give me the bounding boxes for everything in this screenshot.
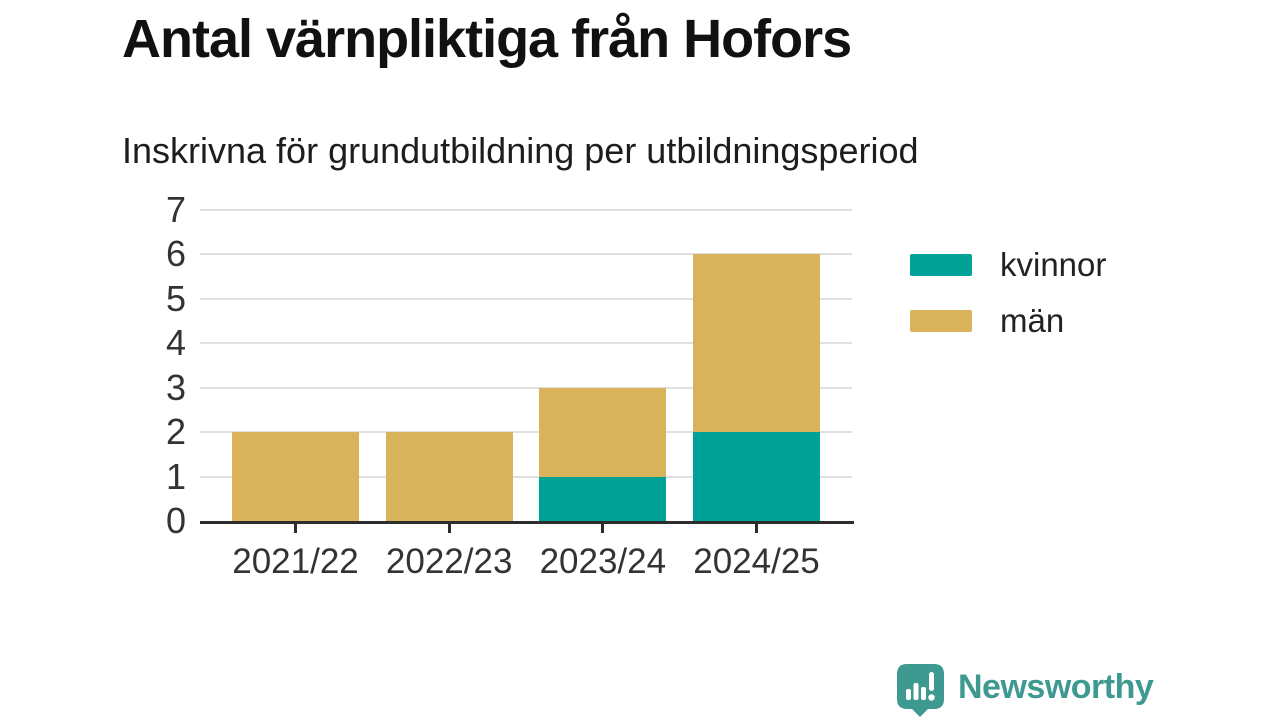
y-axis-label: 3 xyxy=(165,366,186,408)
legend-item: kvinnor xyxy=(910,248,1106,281)
x-axis-label: 2023/24 xyxy=(539,542,667,581)
x-axis-tick xyxy=(755,524,758,533)
bar-segment-kvinnor xyxy=(539,476,667,521)
gridline xyxy=(200,209,852,211)
gridline xyxy=(200,253,852,256)
x-axis-tick xyxy=(601,524,605,533)
bar-segment-män xyxy=(693,254,820,433)
y-axis-label: 1 xyxy=(165,455,186,497)
chart-subtitle: Inskrivna för grundutbildning per utbild… xyxy=(122,130,919,171)
y-axis-label: 6 xyxy=(165,233,186,275)
y-axis-label: 4 xyxy=(165,322,186,364)
gridline xyxy=(200,342,852,345)
legend: kvinnor män xyxy=(910,248,1106,337)
chart-title: Antal värnpliktiga från Hofors xyxy=(122,9,852,69)
x-axis-line xyxy=(200,521,854,524)
legend-label: kvinnor xyxy=(1000,246,1107,283)
legend-item: män xyxy=(910,304,1106,337)
newsworthy-logo-icon xyxy=(897,664,944,717)
bar-segment-män xyxy=(385,432,513,521)
x-axis-label: 2021/22 xyxy=(232,542,359,581)
x-axis-label: 2024/25 xyxy=(693,542,820,581)
brand-name: Newsworthy xyxy=(958,667,1154,706)
bar-segment-kvinnor xyxy=(693,432,820,521)
x-axis-tick xyxy=(447,524,451,533)
y-axis-label: 5 xyxy=(165,277,186,319)
y-axis-label: 2 xyxy=(165,411,186,453)
bar-segment-män xyxy=(232,432,359,521)
brand-footer: Newsworthy xyxy=(897,664,1154,718)
gridline xyxy=(200,297,852,300)
y-axis-label: 0 xyxy=(165,500,186,541)
legend-swatch xyxy=(910,253,972,276)
gridline xyxy=(200,475,852,478)
gridline xyxy=(200,431,852,434)
legend-swatch xyxy=(910,309,972,332)
plot-area xyxy=(200,209,852,521)
bar-segment-män xyxy=(539,387,667,477)
legend-label: män xyxy=(1000,302,1065,339)
gridline xyxy=(200,386,852,389)
x-axis-tick xyxy=(294,524,297,533)
x-axis: 2021/22 2022/23 2023/24 2024/25 xyxy=(200,524,852,594)
x-axis-label: 2022/23 xyxy=(385,542,513,581)
y-axis-label: 7 xyxy=(165,189,186,230)
